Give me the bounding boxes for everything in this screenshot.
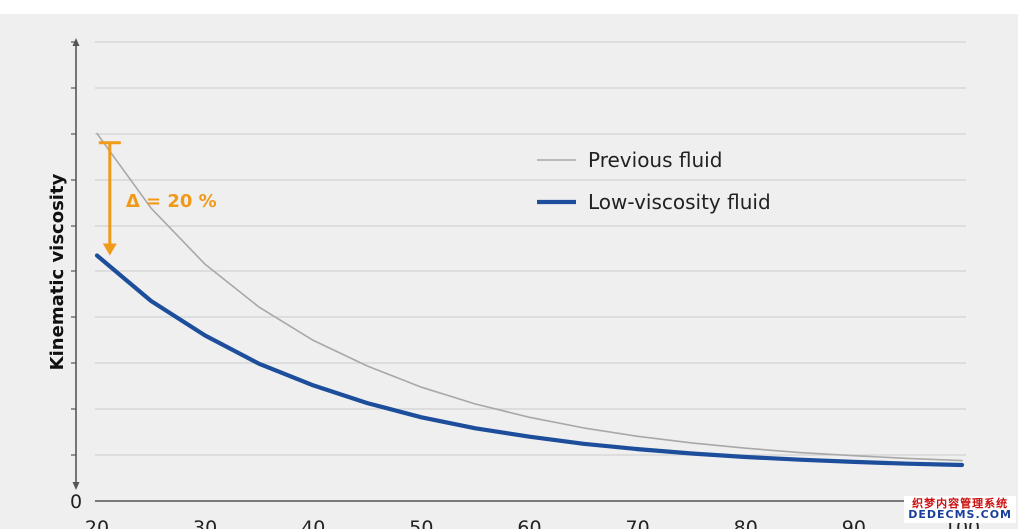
delta-arrowhead <box>102 243 117 256</box>
x-tick-label-30: 30 <box>193 517 217 529</box>
series-lines <box>94 132 965 468</box>
grid-lines <box>71 41 966 456</box>
y-tick-label-0: 0 <box>70 491 82 513</box>
series-line-previous-fluid <box>96 132 963 462</box>
axis-labels: Kinematic viscosity <box>47 173 68 370</box>
legend-label-1: Low-viscosity fluid <box>588 190 771 214</box>
series-line-low-viscosity-fluid <box>94 253 965 468</box>
y-axis-title: Kinematic viscosity <box>47 173 68 370</box>
watermark: 织梦内容管理系统 DEDECMS.COM <box>904 495 1016 523</box>
x-tick-label-90: 90 <box>842 517 866 529</box>
axes <box>72 38 968 502</box>
watermark-line2: DEDECMS.COM <box>908 508 1012 522</box>
y-axis-arrow-bottom <box>72 482 80 490</box>
x-tick-label-20: 20 <box>85 517 109 529</box>
legend-label-0: Previous fluid <box>588 148 722 172</box>
delta-label: Δ = 20 % <box>126 191 217 212</box>
x-tick-label-70: 70 <box>626 517 650 529</box>
x-tick-label-60: 60 <box>517 517 541 529</box>
x-tick-label-40: 40 <box>301 517 325 529</box>
y-axis-arrow-top <box>72 38 80 46</box>
x-tick-label-50: 50 <box>409 517 433 529</box>
x-tick-label-80: 80 <box>734 517 758 529</box>
delta-annotation: Δ = 20 % <box>98 141 217 256</box>
watermark-line1: 织梦内容管理系统 <box>912 496 1009 510</box>
legend: Previous fluid Low-viscosity fluid <box>537 148 771 214</box>
